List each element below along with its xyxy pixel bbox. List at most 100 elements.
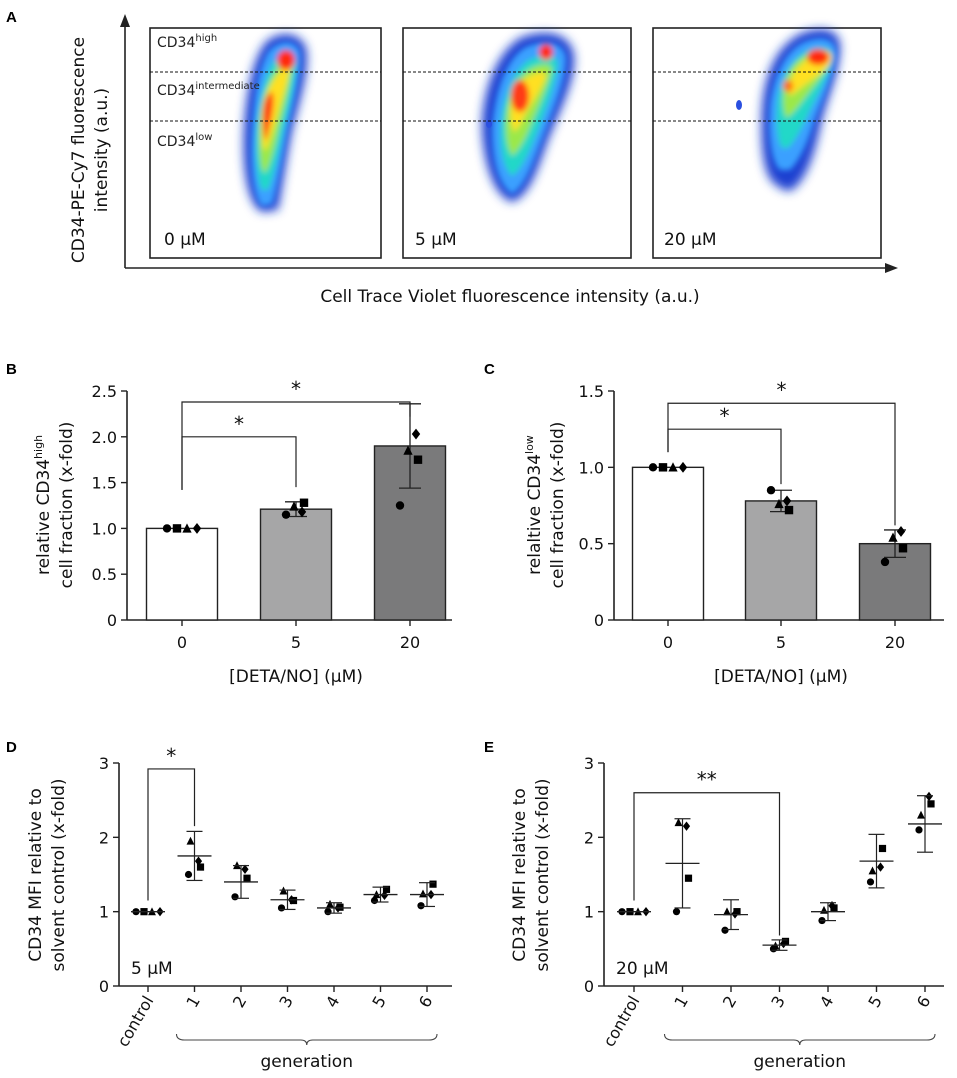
data-point-square bbox=[784, 505, 794, 515]
x-tick-label: control bbox=[599, 993, 643, 1051]
data-point-circle bbox=[648, 463, 658, 472]
significance-label: * bbox=[166, 744, 176, 768]
condition-label: 20 μM bbox=[616, 959, 669, 979]
panel-letter-e: E bbox=[484, 739, 494, 756]
panel-d-generation-plot: 0 1 2 3 control 1 2 3 4 5 6 generation * 5 μM CD34 MFI… bbox=[26, 744, 452, 1072]
data-point-triangle bbox=[723, 907, 731, 916]
data-point-square bbox=[733, 908, 741, 916]
x-tick-label: 4 bbox=[322, 993, 344, 1011]
data-point-diamond bbox=[782, 495, 792, 507]
panel-a-ylabel-line1: CD34-PE-Cy7 fluorescence bbox=[69, 37, 89, 263]
data-point-square bbox=[382, 885, 391, 893]
x-axis-title: [DETA/NO] (μM) bbox=[714, 667, 848, 687]
panel-a-xlabel: Cell Trace Violet fluorescence intensity… bbox=[320, 287, 699, 307]
y-axis-title-line2: cell fraction (x-fold) bbox=[57, 422, 77, 589]
y-tick-label: 0.5 bbox=[92, 565, 117, 584]
data-point-circle bbox=[162, 524, 172, 533]
data-point-diamond bbox=[925, 791, 933, 802]
condition-label-20um: 20 μM bbox=[664, 230, 717, 250]
y-axis-title-line2: solvent control (x-fold) bbox=[49, 778, 69, 971]
data-point-diamond bbox=[779, 938, 788, 949]
y-tick-label: 3 bbox=[584, 754, 594, 773]
data-point-circle bbox=[281, 510, 291, 519]
data-point-square bbox=[781, 937, 790, 945]
data-point-circle bbox=[277, 904, 286, 912]
panel-a-x-arrow-icon bbox=[885, 263, 898, 273]
data-point-circle bbox=[721, 926, 729, 934]
x-tick-label: 5 bbox=[864, 993, 886, 1011]
y-tick-label: 2.0 bbox=[92, 428, 117, 447]
data-point-triangle bbox=[674, 818, 683, 827]
data-point-diamond bbox=[297, 506, 307, 518]
data-point-diamond bbox=[731, 909, 739, 919]
x-tick-label: 1 bbox=[670, 993, 692, 1011]
y-axis-title-line2: cell fraction (x-fold) bbox=[548, 422, 568, 589]
y-tick-label: 1.5 bbox=[92, 474, 117, 493]
data-point-triangle bbox=[917, 810, 925, 819]
x-tick-label: 5 bbox=[776, 633, 786, 652]
y-axis-title-line1: CD34 MFI relative to bbox=[510, 788, 530, 961]
x-tick-label: 3 bbox=[767, 993, 789, 1011]
data-point-circle bbox=[915, 826, 923, 834]
data-point-diamond bbox=[828, 901, 836, 911]
x-tick-label: 5 bbox=[368, 993, 390, 1011]
condition-label-5um: 5 μM bbox=[415, 230, 457, 250]
significance-bracket bbox=[667, 402, 896, 526]
data-point-triangle bbox=[668, 462, 678, 472]
y-tick-label: 0 bbox=[99, 977, 109, 996]
data-point-square bbox=[172, 524, 182, 533]
data-point-diamond bbox=[876, 862, 885, 872]
panel-e-generation-plot: 0 1 2 3 control 1 2 3 4 5 6 generation ** 20 μM CD34 M… bbox=[510, 754, 944, 1072]
data-point-diamond bbox=[380, 890, 389, 900]
data-point-square bbox=[196, 863, 205, 871]
data-point-triangle bbox=[868, 866, 877, 875]
x-axis-title: generation bbox=[261, 1052, 353, 1072]
gate-high-label: CD34high bbox=[157, 33, 217, 51]
flow-plot-5um: 5 μM bbox=[402, 27, 632, 259]
x-tick-label: 20 bbox=[400, 633, 420, 652]
significance-label: * bbox=[777, 378, 787, 402]
panel-a-flow-plots: Cell Trace Violet fluorescence intensity… bbox=[69, 14, 898, 307]
y-axis-title-line1: relaltive CD34low bbox=[523, 435, 545, 575]
x-tick-label: 0 bbox=[663, 633, 673, 652]
bar-0 bbox=[145, 527, 219, 621]
y-tick-label: 0 bbox=[584, 977, 594, 996]
data-point-circle bbox=[766, 486, 776, 495]
y-axis-title-line1: relative CD34high bbox=[32, 435, 54, 575]
y-tick-label: 0 bbox=[594, 611, 604, 630]
data-point-square bbox=[830, 904, 838, 912]
x-tick-label: 5 bbox=[291, 633, 301, 652]
bar-5 bbox=[259, 508, 333, 621]
data-point-square bbox=[684, 874, 693, 882]
data-point-triangle bbox=[403, 445, 413, 455]
data-point-triangle bbox=[186, 836, 195, 845]
data-point-square bbox=[878, 844, 887, 853]
data-point-diamond bbox=[682, 821, 691, 831]
bar-5 bbox=[744, 500, 818, 621]
data-point-square bbox=[413, 455, 423, 464]
y-tick-label: 1 bbox=[584, 903, 594, 922]
data-point-triangle bbox=[774, 498, 784, 509]
data-point-diamond bbox=[194, 856, 203, 866]
y-tick-label: 0 bbox=[107, 611, 117, 630]
panel-letter-c: C bbox=[484, 361, 495, 378]
y-tick-label: 1.0 bbox=[579, 458, 604, 477]
data-point-circle bbox=[880, 557, 890, 567]
y-tick-label: 1.5 bbox=[579, 382, 604, 401]
panel-letter-a: A bbox=[6, 9, 17, 26]
y-tick-label: 3 bbox=[99, 754, 109, 773]
data-point-circle bbox=[395, 501, 405, 510]
data-point-square bbox=[299, 498, 309, 507]
significance-bracket bbox=[147, 768, 196, 901]
data-point-diamond bbox=[896, 525, 906, 537]
x-tick-label: 20 bbox=[885, 633, 905, 652]
data-point-triangle bbox=[820, 905, 828, 914]
significance-label: * bbox=[234, 412, 244, 436]
data-point-triangle bbox=[326, 899, 334, 908]
x-tick-label: 0 bbox=[177, 633, 187, 652]
x-tick-label: control bbox=[113, 993, 157, 1051]
data-point-triangle bbox=[419, 889, 427, 898]
data-point-circle bbox=[231, 893, 239, 901]
data-point-diamond bbox=[192, 522, 202, 534]
